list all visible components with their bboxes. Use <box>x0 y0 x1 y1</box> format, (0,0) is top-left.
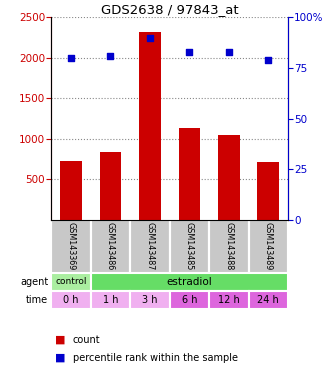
Text: GSM143485: GSM143485 <box>185 222 194 270</box>
Bar <box>249 220 288 273</box>
Point <box>226 49 231 55</box>
Bar <box>178 128 200 220</box>
Bar <box>139 32 161 220</box>
Text: GSM143369: GSM143369 <box>67 222 75 270</box>
Bar <box>249 291 288 309</box>
Bar <box>209 220 249 273</box>
Bar <box>218 135 240 220</box>
Bar <box>130 291 169 309</box>
Text: GSM143486: GSM143486 <box>106 222 115 270</box>
Bar <box>51 273 91 291</box>
Text: GSM143487: GSM143487 <box>145 222 155 270</box>
Bar <box>51 220 91 273</box>
Text: GSM143489: GSM143489 <box>264 222 273 270</box>
Text: 3 h: 3 h <box>142 295 158 305</box>
Text: 12 h: 12 h <box>218 295 240 305</box>
Point <box>108 53 113 59</box>
Point <box>147 35 153 41</box>
Bar <box>91 291 130 309</box>
Bar <box>130 220 169 273</box>
Bar <box>91 220 130 273</box>
Bar <box>60 161 82 220</box>
Bar <box>258 162 279 220</box>
Text: control: control <box>55 277 87 286</box>
Title: GDS2638 / 97843_at: GDS2638 / 97843_at <box>101 3 238 16</box>
Point <box>265 57 271 63</box>
Bar <box>169 291 209 309</box>
Bar <box>91 273 288 291</box>
Bar <box>209 291 249 309</box>
Text: percentile rank within the sample: percentile rank within the sample <box>73 353 238 363</box>
Text: ■: ■ <box>55 353 65 363</box>
Bar <box>169 220 209 273</box>
Text: count: count <box>73 335 100 345</box>
Text: time: time <box>26 295 48 305</box>
Point <box>69 55 74 61</box>
Bar <box>100 152 121 220</box>
Text: ■: ■ <box>55 335 65 345</box>
Text: GSM143488: GSM143488 <box>224 222 233 270</box>
Text: 0 h: 0 h <box>63 295 79 305</box>
Text: 24 h: 24 h <box>258 295 279 305</box>
Bar <box>51 291 91 309</box>
Point <box>187 49 192 55</box>
Text: 6 h: 6 h <box>182 295 197 305</box>
Text: estradiol: estradiol <box>166 277 212 287</box>
Text: agent: agent <box>20 277 48 287</box>
Text: 1 h: 1 h <box>103 295 118 305</box>
